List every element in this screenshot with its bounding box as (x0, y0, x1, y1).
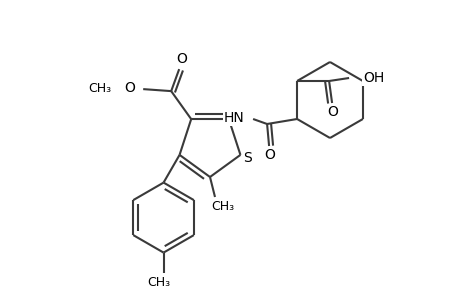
Text: O: O (175, 52, 186, 66)
Text: O: O (124, 81, 135, 95)
Text: O: O (327, 105, 338, 119)
Text: S: S (242, 151, 251, 165)
Text: CH₃: CH₃ (88, 82, 111, 94)
Text: OH: OH (362, 71, 384, 85)
Text: CH₃: CH₃ (211, 200, 234, 214)
Text: HN: HN (223, 111, 244, 125)
Text: O: O (264, 148, 275, 162)
Text: CH₃: CH₃ (147, 276, 170, 289)
